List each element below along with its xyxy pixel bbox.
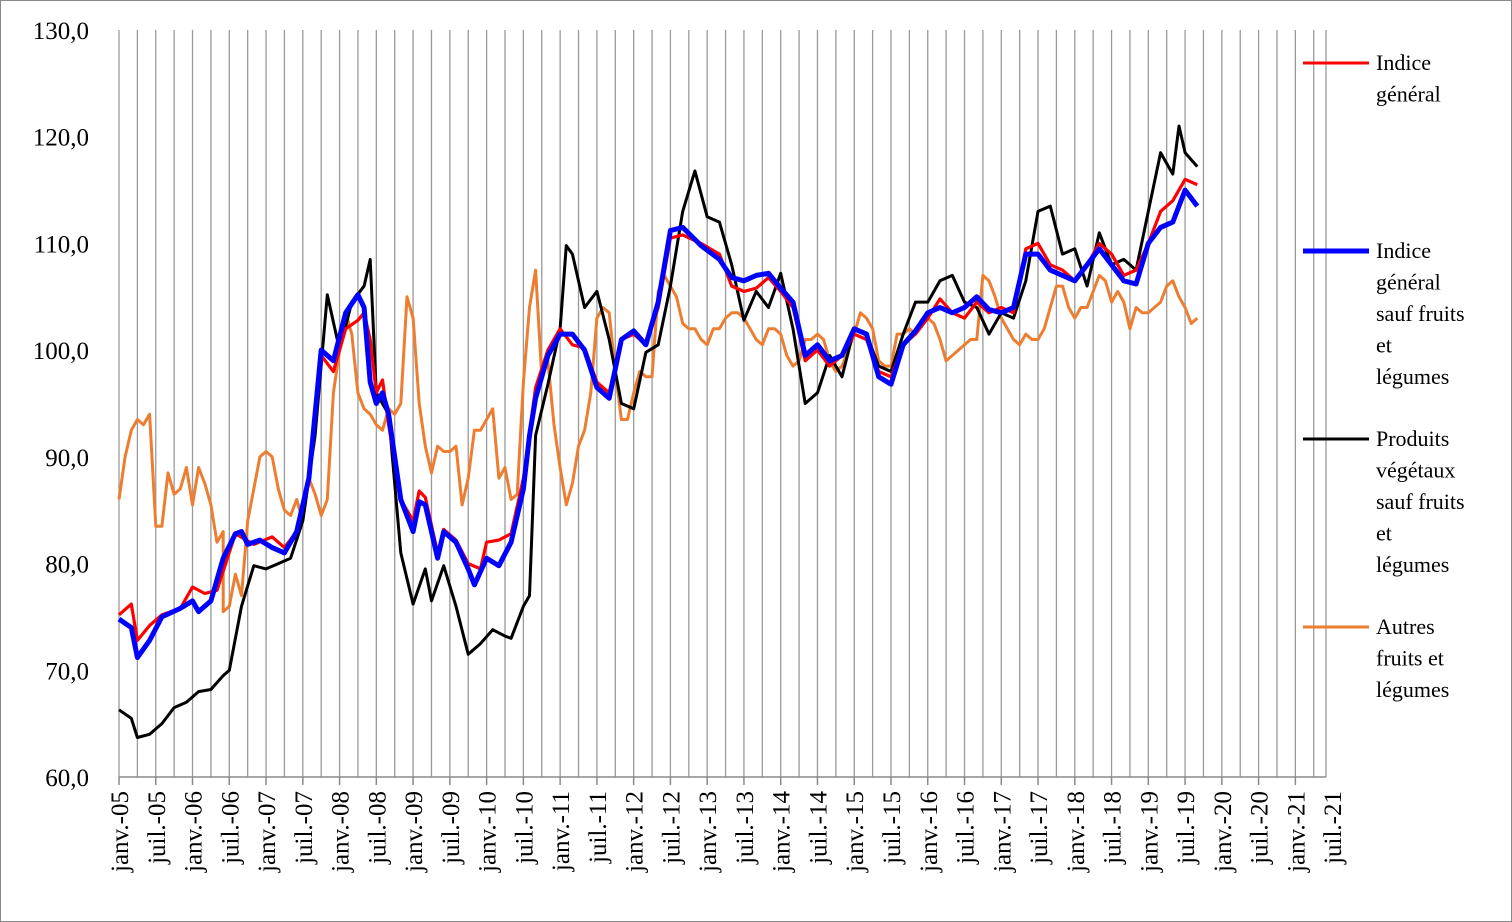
- series-line: [117, 177, 1198, 642]
- x-tick-label: juil.-07: [291, 791, 318, 865]
- x-tick-label: juil.-18: [1100, 791, 1127, 865]
- legend-label: légumes: [1376, 677, 1449, 702]
- x-tick-label: janv.-07: [254, 791, 281, 873]
- legend-label: Autres: [1376, 614, 1435, 639]
- x-tick-label: juil.-19: [1173, 791, 1200, 865]
- legend-label: et: [1376, 521, 1392, 546]
- x-tick-label: janv.-05: [107, 791, 134, 873]
- x-tick-label: janv.-06: [181, 791, 208, 873]
- legend-label: végétaux: [1376, 458, 1455, 483]
- y-tick-label: 80,0: [45, 552, 89, 579]
- x-tick-label: janv.-15: [842, 791, 869, 873]
- y-tick-label: 100,0: [33, 338, 89, 365]
- x-tick-label: janv.-18: [1063, 791, 1090, 873]
- x-tick-label: juil.-09: [438, 791, 465, 865]
- x-tick-label: janv.-11: [548, 791, 575, 872]
- x-tick-label: juil.-10: [511, 791, 538, 865]
- x-tick-label: juil.-06: [217, 791, 244, 865]
- x-tick-label: janv.-20: [1210, 791, 1237, 873]
- y-tick-label: 120,0: [33, 125, 89, 152]
- x-tick-label: juil.-13: [732, 791, 759, 865]
- legend: Indice général Indice général sauf fruits et l…: [1303, 50, 1465, 702]
- legend-label: fruits et: [1376, 646, 1444, 671]
- x-tick-label: janv.-08: [328, 791, 355, 873]
- x-tick-label: juil.-11: [585, 791, 612, 864]
- grid: [118, 30, 1327, 785]
- series-line: [118, 124, 1199, 739]
- x-tick-label: janv.-12: [622, 791, 649, 873]
- series-line: [117, 268, 1199, 614]
- series-line: [117, 187, 1200, 660]
- x-tick-label: juil.-08: [364, 791, 391, 865]
- y-axis-labels: 60,0 70,0 80,0 90,0 100,0 110,0 120,0 130,0: [33, 18, 89, 792]
- y-tick-label: 130,0: [33, 18, 89, 45]
- y-tick-label: 110,0: [34, 231, 89, 258]
- y-tick-label: 90,0: [45, 445, 89, 472]
- x-tick-label: janv.-19: [1136, 791, 1163, 873]
- legend-label: Indice: [1376, 238, 1431, 263]
- legend-label: légumes: [1376, 552, 1449, 577]
- x-tick-label: juil.-14: [805, 791, 832, 865]
- x-tick-label: juil.-17: [1026, 791, 1053, 865]
- x-tick-label: juil.-16: [953, 791, 980, 865]
- x-tick-label: juil.-21: [1320, 791, 1347, 865]
- x-tick-label: janv.-14: [769, 791, 796, 873]
- x-tick-label: juil.-05: [144, 791, 171, 865]
- legend-label: sauf fruits: [1376, 489, 1465, 514]
- x-tick-label: juil.-12: [658, 791, 685, 865]
- legend-label: général: [1376, 270, 1441, 295]
- legend-label: légumes: [1376, 364, 1449, 389]
- x-tick-label: janv.-13: [695, 791, 722, 873]
- x-axis-labels: janv.-05 juil.-05 janv.-06 juil.-06 janv.-07…: [107, 791, 1347, 873]
- y-tick-label: 70,0: [45, 658, 89, 685]
- x-tick-label: juil.-20: [1247, 791, 1274, 865]
- x-tick-label: juil.-15: [879, 791, 906, 865]
- series-lines: [117, 124, 1200, 739]
- x-tick-label: janv.-21: [1283, 791, 1310, 873]
- x-tick-label: janv.-10: [475, 791, 502, 873]
- legend-label: et: [1376, 333, 1392, 358]
- legend-label: sauf fruits: [1376, 301, 1465, 326]
- x-tick-label: janv.-17: [989, 791, 1016, 873]
- legend-label: général: [1376, 82, 1441, 107]
- legend-label: Indice: [1376, 50, 1431, 75]
- y-tick-label: 60,0: [45, 765, 89, 792]
- x-tick-label: janv.-16: [916, 791, 943, 873]
- x-tick-label: janv.-09: [401, 791, 428, 873]
- legend-label: Produits: [1376, 426, 1449, 451]
